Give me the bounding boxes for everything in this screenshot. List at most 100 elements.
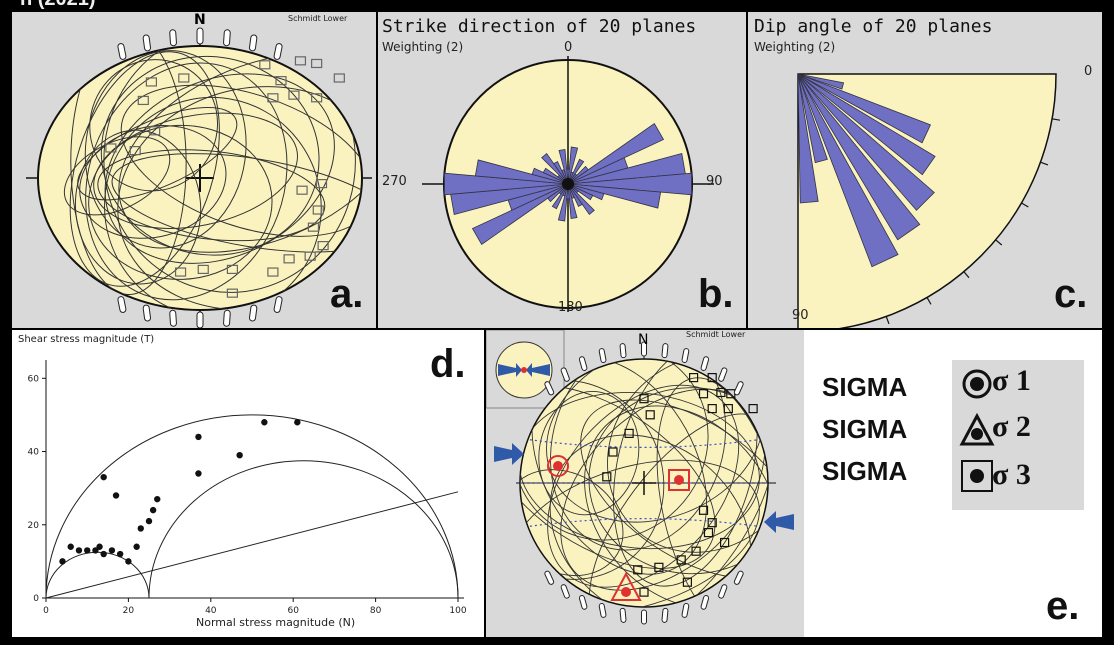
- sigma3-marker: [961, 460, 993, 492]
- rose-title: Strike direction of 20 planes: [382, 16, 697, 37]
- strike-tick: [578, 356, 588, 371]
- data-point: [294, 419, 301, 426]
- label-east: 90: [706, 174, 723, 189]
- data-point: [125, 558, 132, 565]
- legend-symbol-1: σ 1: [992, 364, 1031, 397]
- data-point: [145, 517, 153, 525]
- pole-marker: [275, 76, 287, 86]
- strike-tick: [598, 603, 607, 618]
- quadrant-tick: [926, 297, 932, 305]
- pole-marker: [259, 60, 271, 70]
- strike-tick: [196, 27, 204, 45]
- strike-tick: [560, 367, 570, 382]
- label-ninety: 90: [792, 308, 809, 323]
- pole-marker: [720, 537, 730, 548]
- data-point: [96, 543, 103, 550]
- data-point: [100, 473, 107, 481]
- x-tick-label: 80: [370, 606, 382, 616]
- strike-tick: [718, 584, 728, 599]
- panel-letter-a: a.: [330, 272, 364, 316]
- label-west: 270: [382, 174, 407, 189]
- dip-petal: [797, 73, 828, 164]
- sigma1-dot: [970, 377, 984, 391]
- north-label: N: [194, 12, 206, 28]
- great-circle: [89, 59, 219, 192]
- pole-marker: [307, 222, 319, 232]
- pole-marker: [707, 518, 717, 528]
- pole-marker: [197, 264, 209, 274]
- pole-marker: [698, 505, 709, 515]
- pole-marker: [645, 410, 655, 420]
- data-point: [236, 452, 243, 459]
- rose-petal: [567, 183, 578, 220]
- dip-petal: [797, 73, 935, 211]
- strike-tick: [544, 381, 555, 396]
- panel-letter-d: d.: [430, 342, 466, 386]
- great-circle: [120, 84, 362, 237]
- data-point: [108, 547, 116, 554]
- pole-marker: [129, 146, 141, 156]
- quadrant-tick: [995, 239, 1003, 246]
- pole-marker: [608, 447, 618, 457]
- strike-tick: [661, 607, 669, 623]
- strike-tick: [619, 607, 627, 623]
- sigma-legend: SIGMA SIGMA SIGMA σ 1 σ 2 σ 3: [822, 360, 1102, 562]
- weighting-label: Weighting (2): [754, 40, 836, 54]
- projection-label: Schmidt Lower: [686, 330, 746, 339]
- pole-marker: [226, 264, 238, 274]
- mohr-circle: [45, 414, 459, 599]
- data-point: [92, 547, 99, 554]
- compression-arrow-east: [494, 443, 524, 465]
- label-north: 0: [564, 40, 573, 55]
- quadrant-tick: [1021, 202, 1029, 208]
- strike-tick: [196, 311, 204, 328]
- strike-tick: [681, 603, 690, 618]
- strike-tick: [117, 296, 127, 313]
- dip-petal: [797, 73, 845, 90]
- y-axis-label: Shear stress magnitude (T): [18, 334, 155, 345]
- x-tick-label: 40: [205, 606, 217, 616]
- panel-b: Strike direction of 20 planes Weighting …: [378, 12, 746, 328]
- dip-petal: [797, 73, 899, 268]
- pole-marker: [149, 126, 161, 136]
- sigma3-dot: [674, 475, 684, 485]
- projection-label: Schmidt Lower: [288, 14, 348, 23]
- sigma3-dot: [970, 469, 984, 483]
- panel-c: Dip angle of 20 planes Weighting (2) 0 9…: [748, 12, 1102, 328]
- x-tick-label: 20: [123, 606, 135, 616]
- quadrant-tick: [1040, 161, 1049, 166]
- great-circle: [77, 107, 238, 201]
- x-tick-label: 100: [449, 606, 466, 616]
- x-tick-label: 0: [43, 606, 49, 616]
- pole-marker: [698, 389, 709, 399]
- dotted-plane: [520, 437, 768, 448]
- strike-tick: [117, 43, 127, 60]
- pole-marker: [707, 372, 717, 383]
- legend-symbol-3: σ 3: [992, 458, 1031, 491]
- great-circle: [118, 53, 362, 253]
- dotted-plane: [520, 518, 768, 529]
- pole-marker: [304, 251, 316, 261]
- pole-marker: [137, 95, 149, 106]
- mohr-diagram: 0 20 40 60 80 100 0 20 40 60: [28, 360, 467, 616]
- data-point: [67, 543, 74, 550]
- weighting-label: Weighting (2): [382, 40, 464, 54]
- strike-tick: [273, 43, 283, 60]
- failure-envelope: [45, 491, 459, 599]
- strike-tick: [560, 584, 570, 599]
- pole-marker: [333, 73, 345, 83]
- sigma3-marker: [668, 469, 690, 491]
- strike-tick: [718, 367, 728, 382]
- label-south: 180: [558, 300, 583, 315]
- data-point: [261, 419, 268, 426]
- data-point: [100, 550, 107, 558]
- pole-marker: [703, 528, 714, 538]
- great-circle: [538, 391, 640, 516]
- pole-marker: [315, 179, 328, 189]
- panel-letter-e: e.: [1046, 584, 1080, 628]
- panel-letter-b: b.: [698, 272, 734, 316]
- rose-center: [562, 178, 574, 190]
- great-circle: [74, 129, 202, 285]
- pole-marker: [689, 372, 699, 383]
- panel-e: N Schmidt Lower SIGMA SIGMA SIGMA σ 1 σ …: [486, 330, 1102, 637]
